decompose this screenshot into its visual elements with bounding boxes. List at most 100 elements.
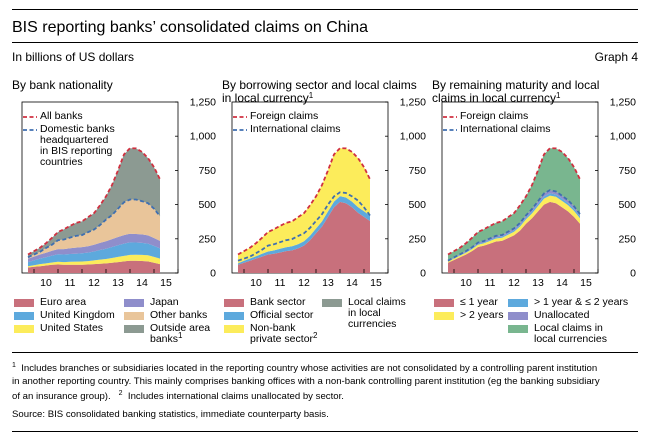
panel-3-line-blue xyxy=(447,189,581,262)
panel-3-xtick-label-1: 11 xyxy=(485,277,496,289)
swatch-euro-area xyxy=(14,299,34,307)
graph-subtitle: In billions of US dollars xyxy=(12,50,135,64)
legend-local-claims-p3: Local claims in local currencies xyxy=(534,322,607,345)
panel-1-ytick-label-1: 250 xyxy=(198,233,216,245)
panel-3-ytick-label-1: 250 xyxy=(618,233,636,245)
footnote-2-text: Includes international claims unallocate… xyxy=(127,391,344,403)
swatch-united-kingdom xyxy=(14,312,34,320)
panel-1-area-2 xyxy=(28,254,160,268)
panel-1-xtick-label-3: 13 xyxy=(112,277,124,289)
source-note: Source: BIS consolidated banking statist… xyxy=(12,409,329,420)
p2-legend-foreign-claims: Foreign claims xyxy=(250,110,319,122)
panel-1-title-line-1: By bank nationality xyxy=(12,78,113,92)
panel-3-title-sup: 1 xyxy=(556,91,561,100)
panel-2-area-3 xyxy=(238,148,370,264)
legend-local-claims-p2: Local claims in local currencies xyxy=(348,296,406,330)
swatch-1-to-2-years xyxy=(508,299,528,307)
graph-number: Graph 4 xyxy=(594,50,638,64)
graph-title: BIS reporting banks’ consolidated claims… xyxy=(12,19,369,36)
panel-2-xtick-label-4: 14 xyxy=(346,277,358,289)
panel-3-xtick-label-4: 14 xyxy=(556,277,568,289)
panel-3-ytick-label-2: 500 xyxy=(618,199,636,211)
legend-non-bank-private: Non-bank private sector2 xyxy=(250,323,320,345)
panel-1-title: By bank nationality xyxy=(12,79,113,92)
footnote-1-line-3: of an insurance group). xyxy=(12,391,111,403)
panel-2-xtick-label-5: 15 xyxy=(370,277,382,289)
legend-bank-sector: Bank sector xyxy=(250,296,306,308)
panel-2-ytick-label-3: 750 xyxy=(408,165,426,177)
panel-2-title-line-1: By borrowing sector and local claims xyxy=(222,78,417,92)
p1-legend-domestic-1: Domestic banks xyxy=(40,123,115,135)
panel-2-title-line-2: in local currency xyxy=(222,91,309,105)
panel-1-xtick-label-1: 11 xyxy=(65,277,76,289)
footnote-rule xyxy=(12,352,638,353)
panel-3-xtick-label-0: 10 xyxy=(460,277,472,289)
panel-2-xtick-label-2: 12 xyxy=(298,277,310,289)
swatch-le-1-year xyxy=(434,299,454,307)
panel-1-line-red xyxy=(27,147,161,256)
legend-outside-area-banks: Outside area banks1 xyxy=(150,323,214,345)
panel-1-ytick-label-5: 1,250 xyxy=(190,97,216,109)
p3-legend-foreign-claims: Foreign claims xyxy=(460,110,529,122)
panel-1-xtick-label-2: 12 xyxy=(88,277,100,289)
panel-3-ytick-label-4: 1,000 xyxy=(610,131,636,143)
panel-1-area-6 xyxy=(28,148,160,258)
panel-2-ytick-label-1: 250 xyxy=(408,233,426,245)
panel-3-title-line-2: claims in local currency xyxy=(432,91,557,105)
legend-le-1-year: ≤ 1 year xyxy=(460,296,498,308)
p2-legend-international-claims: International claims xyxy=(250,123,341,135)
title-rule xyxy=(12,42,638,43)
legend-united-kingdom: United Kingdom xyxy=(40,309,115,321)
panel-3-xtick-label-5: 15 xyxy=(580,277,592,289)
panel-3-ytick-label-3: 750 xyxy=(618,165,636,177)
swatch-local-claims-p3 xyxy=(508,325,528,333)
panel-2-ytick-label-4: 1,000 xyxy=(400,131,426,143)
p1-legend-domestic-4: countries xyxy=(40,156,83,168)
panel-3-ytick-label-0: 0 xyxy=(630,268,636,280)
panel-3-xtick-label-2: 12 xyxy=(508,277,520,289)
swatch-local-claims-p2 xyxy=(322,299,342,307)
panel-3-area-5 xyxy=(448,148,580,261)
panel-2-title: By borrowing sector and local claims in … xyxy=(222,79,417,105)
swatch-bank-sector xyxy=(224,299,244,307)
p1-legend-domestic-2: headquartered xyxy=(40,134,109,146)
panel-2-area-1 xyxy=(238,201,370,273)
p1-legend-domestic-3: in BIS reporting xyxy=(40,145,113,157)
legend-non-bank-private-sup: 2 xyxy=(313,331,318,340)
panel-2-xtick-label-1: 11 xyxy=(275,277,286,289)
swatch-outside-area-banks xyxy=(124,325,144,333)
legend-outside-area-banks-text: Outside area banks xyxy=(150,322,211,345)
panel-2-xtick-label-0: 10 xyxy=(250,277,262,289)
panel-1-area-1 xyxy=(28,260,160,273)
panel-1-area-3 xyxy=(28,242,160,267)
panel-2-ytick-label-2: 500 xyxy=(408,199,426,211)
footnote-1-line-2: in another reporting country. This mainl… xyxy=(12,375,600,387)
legend-gt-2-years: > 2 years xyxy=(460,309,504,321)
swatch-non-bank-private xyxy=(224,325,244,333)
legend-1-to-2-years: > 1 year & ≤ 2 years xyxy=(534,296,629,308)
panel-2-ytick-label-0: 0 xyxy=(420,268,426,280)
panel-3-xtick-label-3: 13 xyxy=(532,277,544,289)
top-rule xyxy=(12,9,638,10)
swatch-gt-2-years xyxy=(434,312,454,320)
panel-1-ytick-label-4: 1,000 xyxy=(190,131,216,143)
legend-official-sector: Official sector xyxy=(250,309,314,321)
panel-3-area-3 xyxy=(448,193,580,262)
panel-2-xtick-label-3: 13 xyxy=(322,277,334,289)
panel-1-ytick-label-0: 0 xyxy=(210,268,216,280)
p1-legend-all-banks: All banks xyxy=(40,110,83,122)
legend-non-bank-private-text: Non-bank private sector xyxy=(250,322,314,345)
panel-2-line-blue xyxy=(237,191,371,262)
footnote-1-marker: 1 xyxy=(12,362,16,369)
footnote-1: 1 Includes branches or subsidiaries loca… xyxy=(12,360,600,404)
panel-2-ytick-label-5: 1,250 xyxy=(400,97,426,109)
p3-legend-international-claims: International claims xyxy=(460,123,551,135)
swatch-united-states xyxy=(14,325,34,333)
panel-3-area-1 xyxy=(448,201,580,273)
panel-3-line-red xyxy=(447,147,581,256)
legend-unallocated: Unallocated xyxy=(534,309,590,321)
legend-euro-area: Euro area xyxy=(40,296,87,308)
panel-3-ytick-label-5: 1,250 xyxy=(610,97,636,109)
swatch-japan xyxy=(124,299,144,307)
